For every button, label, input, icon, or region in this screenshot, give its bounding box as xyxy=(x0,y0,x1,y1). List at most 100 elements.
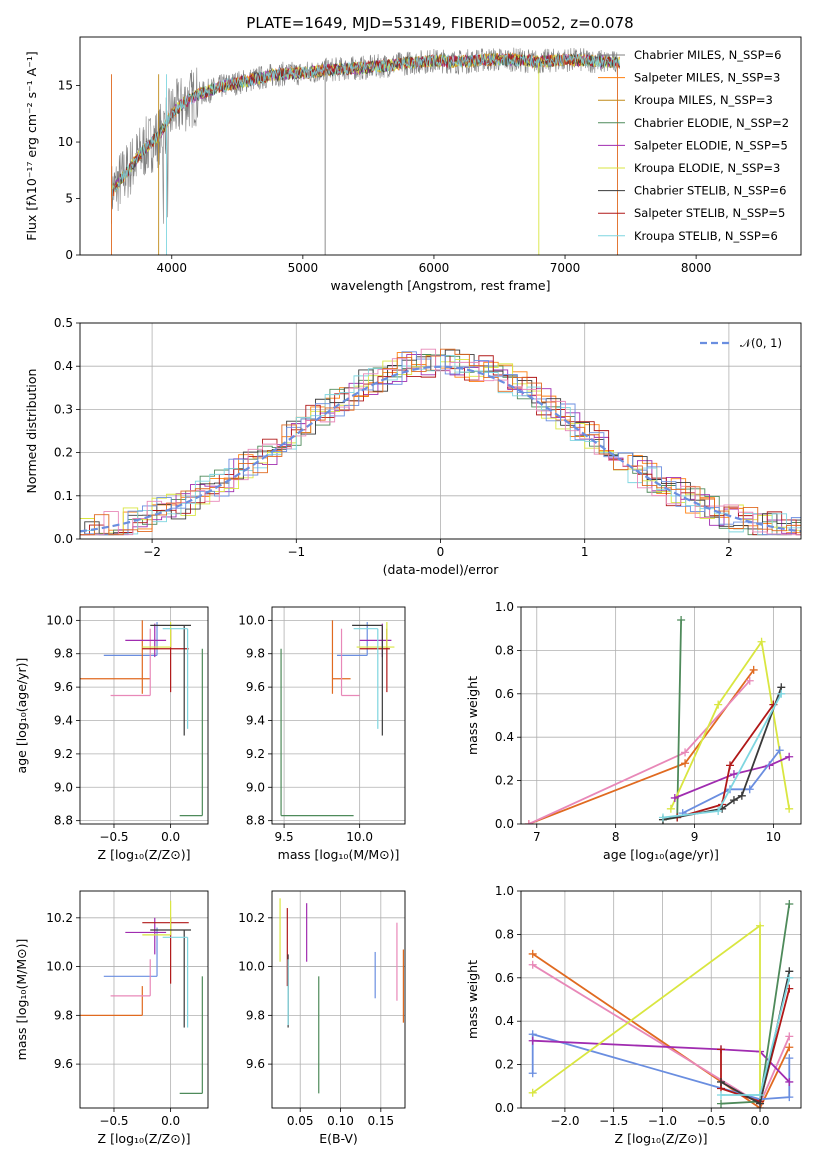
line-plot-area xyxy=(528,900,794,1108)
x-axis-label: Z [log₁₀(Z/Z⊙)] xyxy=(98,1131,191,1146)
histogram-plot-area xyxy=(80,348,801,536)
age-vs-metallicity-panel: −0.5 0.0 8.8 9.0 9.2 9.4 9.6 9.8 10.0 Z [log₁₀(Z/… xyxy=(14,606,209,862)
plus-marker xyxy=(729,796,738,805)
figure-title: PLATE=1649, MJD=53149, FIBERID=0052, z=0… xyxy=(246,14,633,32)
x-axis-label: E(B-V) xyxy=(319,1131,358,1146)
plus-marker xyxy=(717,1045,725,1054)
plus-marker xyxy=(666,804,675,813)
errorbar-plot-area xyxy=(280,620,395,817)
plus-marker xyxy=(756,1099,765,1108)
series-line xyxy=(532,953,791,1108)
x-axis-label: mass [log₁₀(M/M⊙)] xyxy=(278,847,400,862)
y-tick-label: 9.8 xyxy=(246,647,265,661)
errorbar-point xyxy=(340,628,360,697)
plus-marker xyxy=(785,804,794,813)
plus-marker xyxy=(528,949,537,958)
series-line xyxy=(528,680,751,824)
plus-marker xyxy=(528,1088,537,1097)
axes-frame xyxy=(79,606,209,825)
plus-marker xyxy=(528,1036,537,1045)
y-tick-label: 10.0 xyxy=(238,960,265,974)
series-line xyxy=(662,619,682,821)
y-tick-label: 9.4 xyxy=(246,714,265,728)
x-tick-label: −1.0 xyxy=(648,1114,677,1128)
plus-marker xyxy=(785,900,794,909)
line-plot-area xyxy=(524,616,794,824)
errorbar-point xyxy=(359,628,390,693)
axes-frame xyxy=(79,322,802,540)
plus-marker xyxy=(785,1043,794,1052)
x-tick-label: 10 xyxy=(766,830,781,844)
axes-frame xyxy=(271,606,406,825)
x-tick-label: −2.0 xyxy=(550,1114,579,1128)
legend-label: Kroupa ELODIE, N_SSP=3 xyxy=(634,161,780,175)
legend-label: Salpeter MILES, N_SSP=3 xyxy=(634,71,780,85)
series-line xyxy=(670,639,791,810)
x-tick-label: −0.5 xyxy=(697,1114,726,1128)
y-tick-label: 9.8 xyxy=(246,1008,265,1022)
plus-marker xyxy=(528,960,537,969)
plus-marker xyxy=(524,820,533,824)
y-tick-label: 1.0 xyxy=(495,884,514,898)
y-tick-label: 9.8 xyxy=(54,647,73,661)
plus-marker xyxy=(756,921,765,930)
age-vs-mass-panel: 9.5 10.0 8.8 9.0 9.2 9.4 9.6 9.8 10.0 mass [log₁₀… xyxy=(238,606,406,862)
axes-frame xyxy=(79,36,802,256)
y-tick-label: 0.5 xyxy=(54,316,73,330)
errorbar-point xyxy=(356,622,395,648)
x-tick-label: 0.15 xyxy=(367,1114,394,1128)
x-tick-label: −1.5 xyxy=(599,1114,628,1128)
y-tick-label: 0.2 xyxy=(54,446,73,460)
y-axis-label: mass weight xyxy=(465,960,480,1039)
y-tick-label: 0.3 xyxy=(54,402,73,416)
series-line xyxy=(720,971,791,1106)
series-line xyxy=(682,749,781,814)
x-tick-label: 0.0 xyxy=(750,1114,769,1128)
plus-marker xyxy=(714,700,723,709)
x-tick-label: 0.0 xyxy=(161,830,180,844)
y-tick-label: 0.6 xyxy=(495,971,514,985)
plus-marker xyxy=(785,1054,794,1063)
x-tick-label: 8000 xyxy=(681,261,712,275)
errorbar-plot-area xyxy=(279,898,404,1094)
errorbar-point xyxy=(179,976,203,1094)
errorbar-point xyxy=(142,628,189,693)
y-tick-label: 10.2 xyxy=(46,911,73,925)
y-tick-label: 0.6 xyxy=(495,687,514,701)
y-tick-label: 0.0 xyxy=(54,532,73,546)
histogram-step-line xyxy=(80,348,801,536)
plus-marker xyxy=(670,793,679,802)
axes-frame xyxy=(520,606,802,825)
errorbar-point xyxy=(150,624,192,736)
series-line xyxy=(720,988,791,1103)
errorbar-point xyxy=(162,936,189,1028)
series-line xyxy=(532,1039,790,1083)
y-tick-label: 0.4 xyxy=(495,730,514,744)
plus-marker xyxy=(717,1099,725,1108)
series-line xyxy=(532,923,761,1095)
x-tick-label: −0.5 xyxy=(99,1114,128,1128)
spectrum-panel: 4000 5000 6000 7000 8000 0 5 10 15 wavelength [An… xyxy=(24,36,802,293)
errorbar-point xyxy=(142,622,172,648)
x-tick-label: 1 xyxy=(581,545,589,559)
series-line xyxy=(721,977,791,1096)
y-tick-label: 0.2 xyxy=(495,774,514,788)
mass-vs-metallicity-panel: −0.5 0.0 9.6 9.8 10.0 10.2 Z [log₁₀(Z/Z⊙)] mass… xyxy=(14,890,209,1146)
y-axis-label: age [log₁₀(age/yr)] xyxy=(14,658,29,774)
y-axis-label: mass [log₁₀(M/M⊙)] xyxy=(14,939,29,1061)
y-tick-label: 0.2 xyxy=(495,1058,514,1072)
errorbar-point xyxy=(110,959,151,997)
mass-vs-ebv-panel: 0.05 0.10 0.15 9.6 9.8 10.0 10.2 E(B-V) xyxy=(238,890,406,1146)
errorbar-point xyxy=(179,648,203,817)
x-tick-label: 7 xyxy=(533,830,541,844)
plus-marker xyxy=(785,973,794,982)
y-tick-label: 9.2 xyxy=(246,747,265,761)
legend-label: Salpeter STELIB, N_SSP=5 xyxy=(634,206,785,220)
series-line xyxy=(528,669,755,824)
y-tick-label: 0.8 xyxy=(495,643,514,657)
x-axis-label: wavelength [Angstrom, rest frame] xyxy=(330,278,550,293)
x-axis-label: (data-model)/error xyxy=(383,562,500,577)
x-tick-label: 2 xyxy=(725,545,733,559)
y-tick-label: 9.4 xyxy=(54,714,73,728)
plus-marker xyxy=(745,676,754,685)
